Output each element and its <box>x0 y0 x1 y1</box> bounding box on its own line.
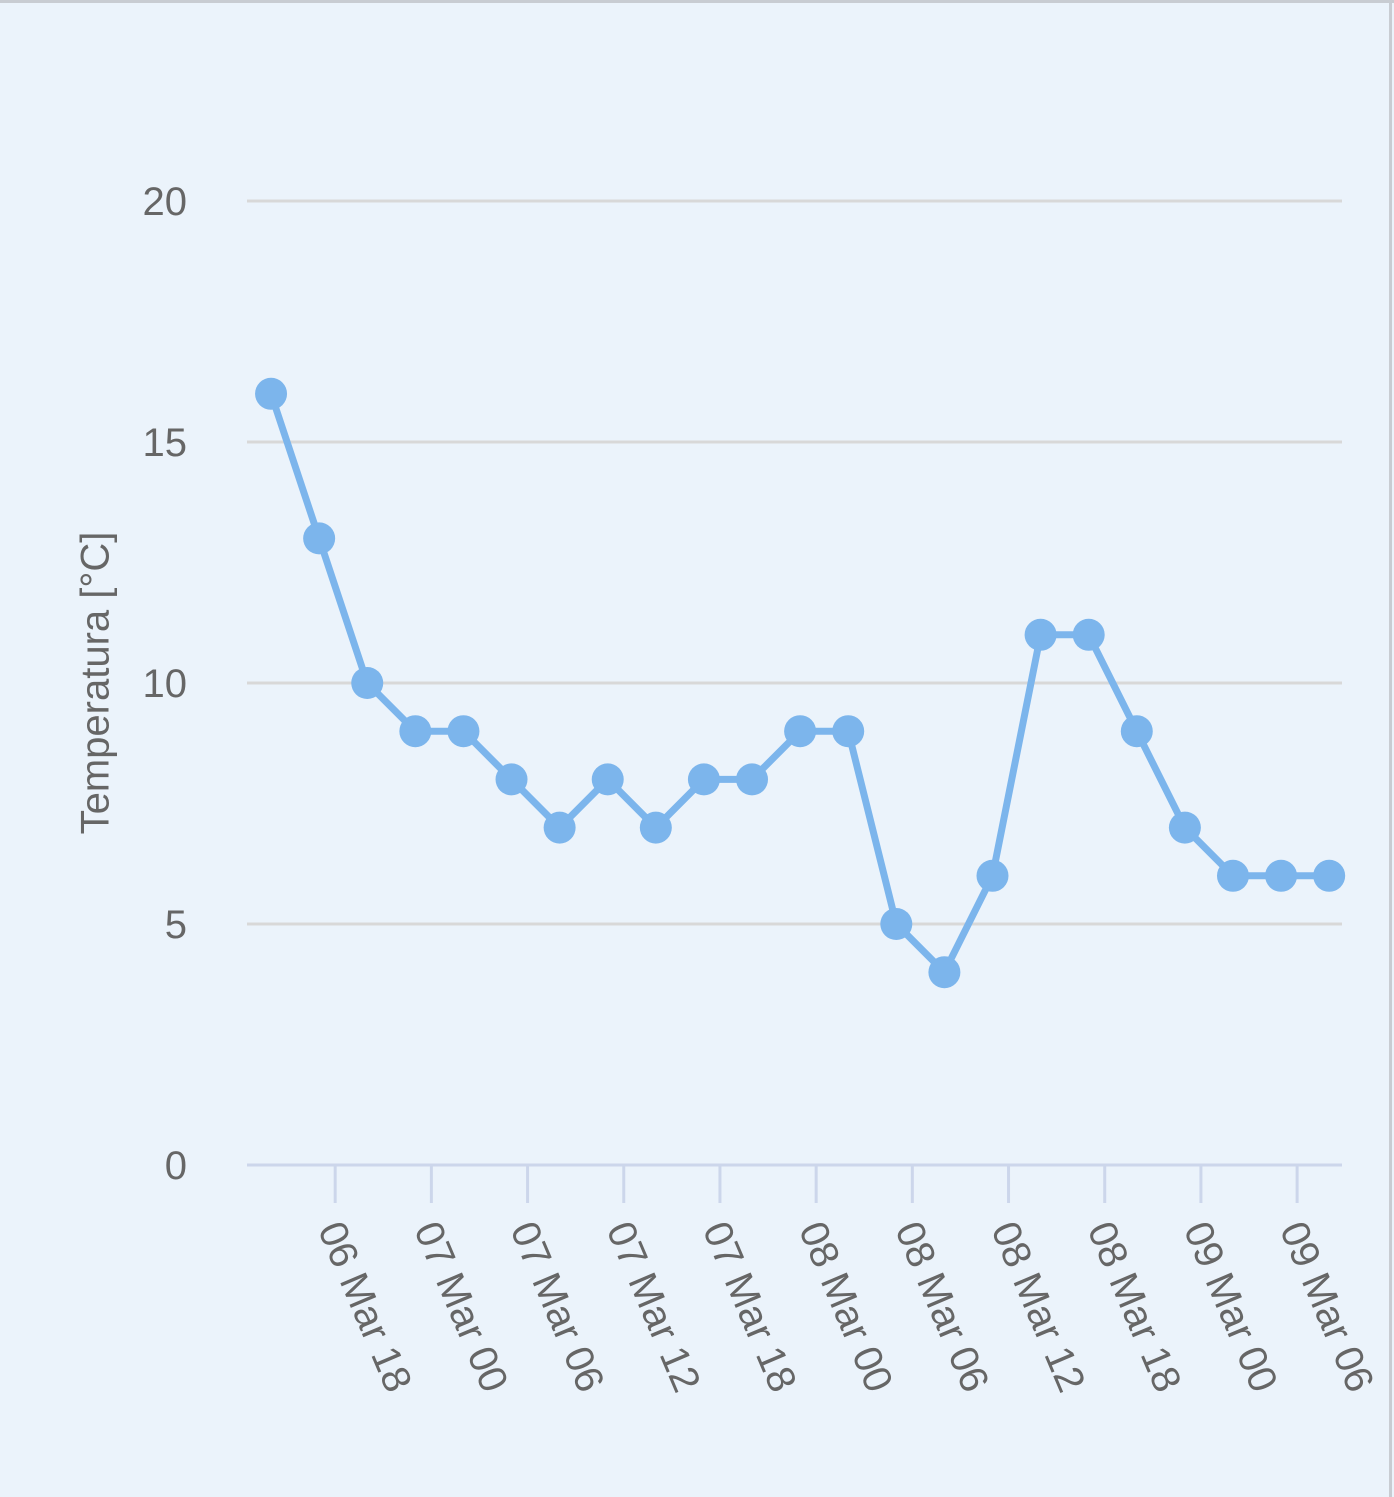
point <box>1313 859 1346 892</box>
point <box>495 763 528 796</box>
point <box>1072 618 1105 651</box>
point <box>736 763 769 796</box>
point <box>399 715 432 748</box>
y-axis-label: Temperatura [°C] <box>74 532 118 835</box>
point <box>447 715 480 748</box>
y-tick-label: 20 <box>143 180 188 224</box>
point <box>1216 859 1249 892</box>
point <box>639 811 672 844</box>
point <box>351 667 384 699</box>
y-tick-label: 5 <box>165 903 187 947</box>
point <box>1265 859 1298 892</box>
point <box>880 908 913 940</box>
point <box>1024 618 1057 651</box>
point <box>543 811 576 844</box>
point <box>303 522 336 555</box>
point <box>1120 715 1153 748</box>
point <box>687 763 720 796</box>
y-tick-label: 0 <box>165 1144 187 1188</box>
point <box>832 715 865 748</box>
point <box>928 956 961 989</box>
point <box>591 763 624 796</box>
point <box>784 715 817 748</box>
point <box>976 859 1009 892</box>
point <box>1168 811 1201 844</box>
y-tick-label: 15 <box>143 421 188 465</box>
y-tick-label: 10 <box>143 662 188 706</box>
point <box>255 377 288 410</box>
